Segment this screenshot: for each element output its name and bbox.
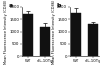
Bar: [88, 24, 98, 56]
Y-axis label: Mean Fluorescence Intensity (CD80): Mean Fluorescence Intensity (CD80): [4, 0, 8, 64]
Y-axis label: Mean Fluorescence Intensity (CD86): Mean Fluorescence Intensity (CD86): [52, 0, 56, 64]
Text: b: b: [57, 3, 61, 8]
Bar: [40, 27, 50, 56]
Bar: [71, 13, 81, 56]
Text: a: a: [9, 3, 13, 8]
Bar: [23, 14, 33, 56]
